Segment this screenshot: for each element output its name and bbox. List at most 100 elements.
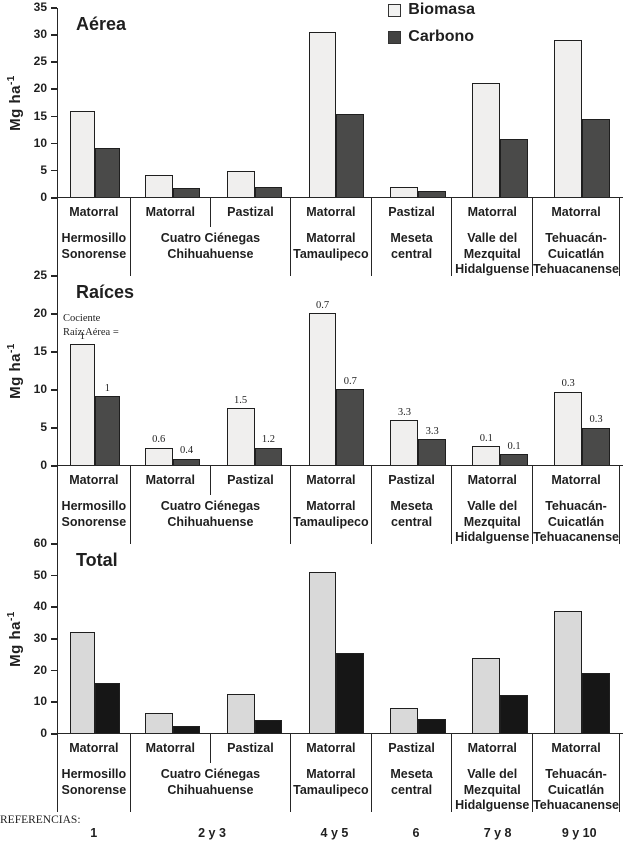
x-group-box: Matorral Pastizal Cuatro Ciénegas Chihuahue… xyxy=(129,734,290,812)
panel-aerea: Mg ha-1 0 5 10 15 20 25 30 35 Aérea Biomasa Car… xyxy=(0,0,623,276)
y-tick-mark xyxy=(51,638,57,640)
x-subtype-label: Matorral xyxy=(69,205,119,219)
bar-group xyxy=(214,8,296,197)
bar-carbono xyxy=(94,682,120,733)
bar-column-carbono xyxy=(254,8,283,197)
bar-group xyxy=(295,8,377,197)
references-row: REFERENCIAS: 1 2 y 3 4 y 5 6 7 y 8 9 y 10 xyxy=(0,814,623,850)
bar-biomasa xyxy=(144,175,173,197)
bar-column-carbono: 1.2 xyxy=(254,276,283,465)
bar-biomasa xyxy=(69,344,95,465)
y-axis-label: Mg ha-1 xyxy=(6,611,24,667)
x-subtype-row: Matorral xyxy=(58,734,130,763)
bar-column-carbono xyxy=(418,8,447,197)
bar-column-biomasa xyxy=(390,8,419,197)
x-subtype-label: Matorral xyxy=(306,473,356,487)
x-axis-labels: Matorral Hermosillo Sonorense Matorral Pasti… xyxy=(57,198,620,276)
x-group-box: Matorral Hermosillo Sonorense xyxy=(57,198,130,276)
y-tick-mark xyxy=(51,275,57,277)
y-tick-mark xyxy=(51,313,57,315)
y-tick-mark xyxy=(51,142,57,145)
bar-column-biomasa: 0.1 xyxy=(472,276,501,465)
bar-group xyxy=(214,544,296,733)
bar-biomasa xyxy=(472,446,501,465)
x-group-box: Matorral Pastizal Cuatro Ciénegas Chihuahue… xyxy=(129,198,290,276)
reference-value: 6 xyxy=(412,826,420,840)
bar-biomasa xyxy=(144,447,173,465)
bar-column-biomasa xyxy=(554,8,583,197)
ratio-annotation: Cociente Raíz:Aérea = xyxy=(63,313,119,338)
bar-value-label: 1.2 xyxy=(261,434,275,446)
bar-value-label: 1.5 xyxy=(234,394,248,406)
bar-biomasa xyxy=(554,610,583,733)
reference-value: 7 y 8 xyxy=(483,826,512,840)
reference-value: 2 y 3 xyxy=(198,826,226,840)
bar-biomasa xyxy=(308,572,337,733)
bar-value-label: 0.1 xyxy=(507,440,521,452)
x-group-box: Pastizal Meseta central xyxy=(370,734,452,812)
legend-label: Biomasa xyxy=(408,1,475,18)
y-tick-mark xyxy=(51,733,57,735)
bar-column-biomasa xyxy=(308,8,337,197)
y-tick-label: 5 xyxy=(40,420,47,434)
y-tick-mark xyxy=(51,543,57,545)
y-tick-label: 50 xyxy=(33,567,47,582)
x-subtype-row: Matorral xyxy=(291,198,371,227)
bar-value-label: 0.3 xyxy=(561,378,575,390)
plot-row: Mg ha-1 0 5 10 15 20 25 Raíces Cociente Raíz:… xyxy=(0,268,623,472)
y-tick-label: 40 xyxy=(33,599,47,614)
bar-carbono xyxy=(418,718,447,733)
bar-column-biomasa: 1 xyxy=(69,276,95,465)
x-group-box: Matorral Valle del Mezquital Hidalguense xyxy=(451,734,532,812)
bar-column-biomasa xyxy=(472,544,501,733)
x-subtype-row: Matorral xyxy=(291,466,371,495)
x-subtype-label: Pastizal xyxy=(209,734,290,763)
bar-column-carbono: 0.4 xyxy=(172,276,201,465)
x-region-label: Meseta central xyxy=(390,231,433,261)
x-subtype-row: Matorral xyxy=(58,198,130,227)
bar-carbono xyxy=(172,188,201,197)
reference-value: 1 xyxy=(90,826,98,840)
x-region-label: Valle del Mezquital Hidalguense xyxy=(455,499,530,545)
panel-title: Aérea xyxy=(76,14,127,34)
bar-column-biomasa xyxy=(308,544,337,733)
y-tick-label: 30 xyxy=(33,27,47,42)
x-axis-labels: Matorral Hermosillo Sonorense Matorral Pasti… xyxy=(57,734,620,812)
x-subtype-row: Matorral xyxy=(533,734,619,763)
bar-column-biomasa xyxy=(390,544,419,733)
bar-biomasa xyxy=(390,420,419,465)
bar-column-biomasa xyxy=(69,544,95,733)
bar-group: 0.1 0.1 xyxy=(459,276,541,465)
x-subtype-label: Matorral xyxy=(467,473,517,487)
bar-biomasa xyxy=(472,658,501,733)
y-tick-mark xyxy=(51,669,57,672)
legend-label: Carbono xyxy=(408,28,475,45)
bar-group: 0.6 0.4 xyxy=(132,276,214,465)
y-axis-label-column: Mg ha-1 xyxy=(0,8,30,198)
plot-area: Raíces Cociente Raíz:Aérea = 1 1 0.6 0.4 1.5… xyxy=(57,276,623,466)
biomasa-swatch-icon xyxy=(388,3,402,17)
bar-group xyxy=(58,544,132,733)
legend: Biomasa Carbono xyxy=(388,1,475,55)
bar-column-biomasa xyxy=(144,8,173,197)
y-tick-label: 20 xyxy=(33,662,47,677)
reference-value: 9 y 10 xyxy=(561,826,597,840)
bar-column-biomasa xyxy=(472,8,501,197)
x-group-box: Matorral Matorral Tamaulipeco xyxy=(290,734,371,812)
bar-column-carbono xyxy=(172,544,201,733)
y-axis-label: Mg ha-1 xyxy=(6,75,24,131)
y-tick-mark xyxy=(51,34,57,36)
x-subtype-label: Matorral xyxy=(145,205,195,219)
y-axis: 0 5 10 15 20 25 xyxy=(30,268,57,472)
bar-carbono xyxy=(94,396,120,465)
y-tick-mark xyxy=(51,427,57,429)
y-tick-mark xyxy=(51,389,57,391)
panel-raices: Mg ha-1 0 5 10 15 20 25 Raíces Cociente Raíz:… xyxy=(0,268,623,545)
x-region-label: Cuatro Ciénegas Chihuahuense xyxy=(160,231,261,261)
x-subtype-label: Pastizal xyxy=(388,473,435,487)
y-tick-mark xyxy=(51,574,57,577)
x-subtype-row: Matorral Pastizal xyxy=(131,734,290,763)
bar-column-biomasa xyxy=(144,544,173,733)
bar-group: 0.7 0.7 xyxy=(295,276,377,465)
